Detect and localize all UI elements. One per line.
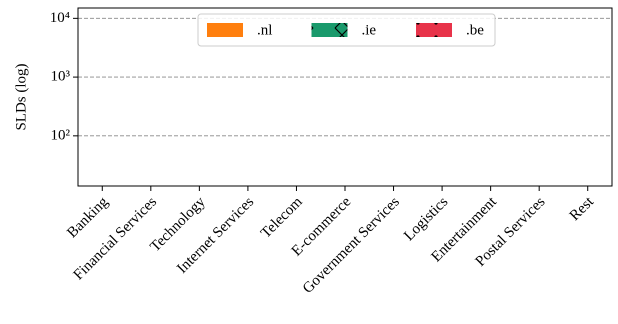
legend-swatch <box>416 23 452 37</box>
y-tick-label: 10³ <box>51 69 71 85</box>
x-tick-label: Logistics <box>401 194 451 244</box>
x-tick-label: Banking <box>64 194 112 242</box>
legend-label: .ie <box>362 22 377 38</box>
x-tick-label: Telecom <box>258 194 306 242</box>
legend: .nl .ie .be <box>197 13 496 47</box>
x-tick-label: Government Services <box>300 194 403 297</box>
legend-label: .be <box>466 22 484 38</box>
y-axis-label: SLDs (log) <box>13 63 29 130</box>
legend-swatch <box>311 23 348 37</box>
plot-frame <box>77 7 613 187</box>
y-tick-label: 10⁴ <box>50 10 70 26</box>
y-tick-label: 10² <box>51 127 71 143</box>
legend-label: .nl <box>257 22 272 38</box>
x-tick-label: Rest <box>567 193 598 224</box>
x-tick-label: Financial Services <box>71 194 160 283</box>
legend-swatch <box>207 23 243 37</box>
